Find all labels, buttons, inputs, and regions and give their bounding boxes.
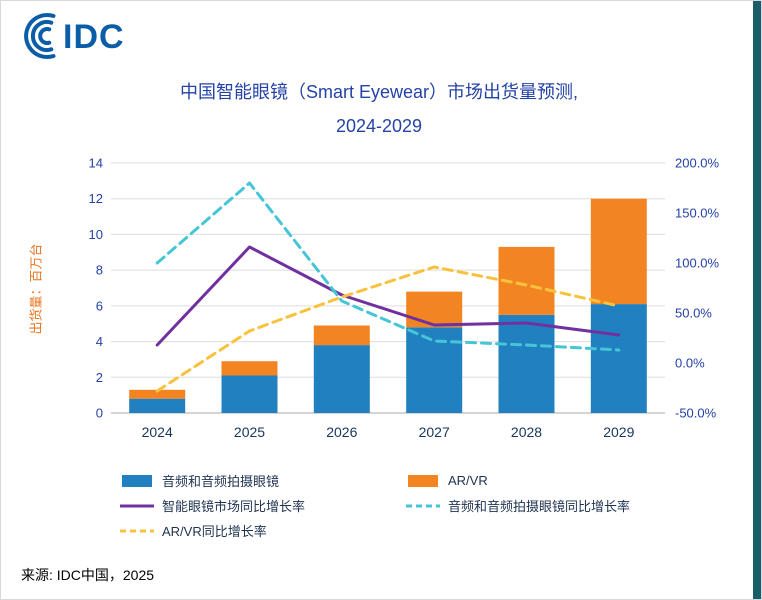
y-right-tick: 0.0%: [675, 356, 705, 371]
chart-title: 中国智能眼镜（Smart Eyewear）市场出货量预测, 2024-2029: [5, 75, 753, 143]
y-left-tick: 14: [89, 156, 103, 171]
legend-bar-swatch: [122, 474, 152, 487]
right-edge-strip: [753, 1, 761, 599]
bar-segment: [313, 325, 370, 346]
idc-logo-arcs-icon: [24, 13, 56, 59]
x-axis-tick: 2029: [603, 424, 634, 440]
legend-item: 音频和音频拍摄眼镜: [119, 471, 397, 490]
source-note: 来源: IDC中国，2025: [21, 567, 155, 583]
bar-segment: [590, 304, 647, 413]
chart-title-line1: 中国智能眼镜（Smart Eyewear）市场出货量预测,: [179, 82, 579, 102]
legend-label: AR/VR: [448, 473, 488, 488]
bar-segment: [590, 198, 647, 305]
legend-label: AR/VR同比增长率: [162, 524, 267, 539]
idc-logo-text: IDC: [63, 18, 125, 56]
x-axis-tick: 2028: [511, 424, 542, 440]
growth-line: [155, 265, 621, 393]
x-axis-tick: 2024: [142, 424, 173, 440]
y-left-tick: 4: [96, 334, 103, 349]
y-right-tick: 100.0%: [675, 256, 720, 271]
chart-canvas: 0 2 4 6 8 10 12 14 -50.0% 0.0% 50.0% 100.0% 150.0% 20…: [89, 156, 720, 441]
bar-segment: [129, 398, 186, 413]
bar-segment: [313, 345, 370, 413]
y-left-tick: 2: [96, 370, 103, 385]
legend-line-swatch: [120, 529, 154, 532]
bar-segment: [498, 314, 555, 413]
chart-title-line2: 2024-2029: [335, 116, 423, 137]
legend-line-swatch: [406, 504, 440, 507]
idc-logo: IDC: [17, 9, 167, 68]
bar-segment: [406, 327, 463, 413]
legend-item: AR/VR同比增长率: [119, 521, 397, 540]
y-left-tick: 0: [96, 406, 103, 421]
bar-segment: [221, 375, 278, 413]
y-right-tick: 50.0%: [675, 306, 712, 321]
legend-line-swatch: [120, 504, 154, 507]
legend-label: 音频和音频拍摄眼镜: [162, 474, 280, 489]
bar-segment: [406, 291, 463, 328]
legend-label: 音频和音频拍摄眼镜同比增长率: [448, 499, 631, 514]
x-axis-tick: 2026: [326, 424, 357, 440]
legend-bar-swatch: [408, 474, 438, 487]
legend: 音频和音频拍摄眼镜 AR/VR 智能眼镜市场同比增长率 音频和音频拍摄眼镜同比增长率 A…: [119, 471, 630, 540]
y-left-tick: 6: [96, 298, 103, 313]
y-left-tick: 8: [96, 263, 103, 278]
legend-item: 音频和音频拍摄眼镜同比增长率: [405, 496, 630, 515]
y-right-tick: 150.0%: [675, 206, 720, 221]
chart-area: 出货量：百万台 0 2 4 6 8 10 12 14 -50.0% 0.0% 50.0% 100.0%…: [29, 149, 753, 459]
bar-segment: [221, 361, 278, 376]
legend-label: 智能眼镜市场同比增长率: [162, 499, 306, 514]
y-axis-label: 出货量：百万台: [28, 243, 44, 335]
y-left-tick: 12: [89, 191, 103, 206]
y-right-tick: 200.0%: [675, 156, 720, 171]
x-axis-tick: 2025: [234, 424, 265, 440]
legend-item: AR/VR: [405, 471, 630, 490]
bar-segment: [129, 389, 186, 399]
y-right-tick: -50.0%: [675, 406, 717, 421]
growth-line: [155, 181, 621, 352]
idc-logo-graphic: IDC: [24, 13, 125, 59]
legend-item: 智能眼镜市场同比增长率: [119, 496, 397, 515]
growth-line: [155, 245, 621, 347]
y-left-tick: 10: [89, 227, 103, 242]
x-axis-tick: 2027: [419, 424, 450, 440]
